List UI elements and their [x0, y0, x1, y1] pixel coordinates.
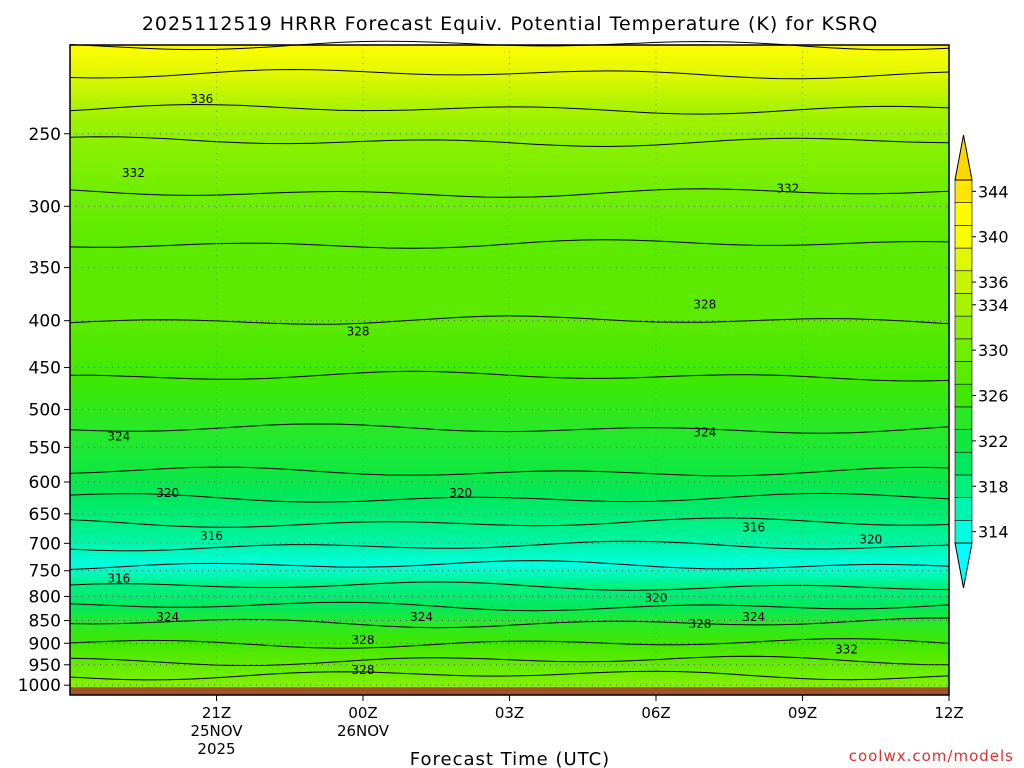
contour-label: 324: [693, 426, 716, 440]
colorbar-low-arrow: [954, 542, 973, 589]
contour-line: [69, 560, 950, 570]
contour-label: 320: [449, 486, 472, 500]
contour-label: 328: [352, 663, 375, 677]
y-tick-label: 350: [29, 259, 61, 279]
y-axis: 2503003504004505005506006507007508008509…: [18, 125, 70, 696]
contour-label: 332: [122, 166, 145, 180]
y-tick-label: 1000: [18, 676, 61, 696]
contour-label: 336: [190, 92, 213, 106]
y-tick-label: 650: [29, 505, 61, 525]
colorbar-band: [954, 179, 973, 203]
x-tick-label: 00Z: [348, 704, 377, 722]
x-tick-label: 26NOV: [337, 722, 390, 740]
y-tick-label: 500: [29, 400, 61, 420]
colorbar-label: 314: [978, 523, 1009, 542]
colorbar-band: [954, 225, 973, 249]
contour-label: 320: [645, 591, 668, 605]
contour-label: 316: [200, 529, 223, 543]
y-tick-label: 900: [29, 634, 61, 654]
x-tick-label: 06Z: [641, 704, 670, 722]
y-tick-label: 950: [29, 656, 61, 676]
colorbar-band: [954, 338, 973, 362]
colorbar-band: [954, 315, 973, 340]
contour-line: [69, 492, 950, 503]
contour-line: [69, 423, 950, 434]
colorbar-band: [954, 474, 973, 498]
x-tick-label: 09Z: [788, 704, 817, 722]
plot-area: 336 332 332 328 328 324 324 320 320 316 316 320 316 3…: [69, 40, 950, 696]
x-tick-label: 25NOV: [190, 722, 243, 740]
colorbar-band: [954, 247, 973, 272]
colorbar: 314 318 322 326 330 334 336 340 344: [954, 134, 1009, 589]
colorbar-label: 322: [978, 432, 1009, 451]
contour-label: 328: [352, 633, 375, 647]
colorbar-label: 330: [978, 341, 1009, 360]
watermark: coolwx.com/models: [849, 747, 1014, 765]
colorbar-band: [954, 406, 973, 430]
colorbar-band: [954, 361, 973, 385]
x-tick-label: 03Z: [495, 704, 524, 722]
x-tick-label: 12Z: [934, 704, 963, 722]
contour-label: 324: [107, 429, 130, 443]
x-tick-label: 21Z: [202, 704, 231, 722]
contour-line: [69, 466, 950, 477]
contour-label: 320: [156, 486, 179, 500]
ground-band: [70, 687, 949, 695]
colorbar-band: [954, 429, 973, 453]
colorbar-band: [954, 383, 973, 408]
colorbar-label: 326: [978, 387, 1009, 406]
contour-labels: 336 332 332 328 328 324 324 320 320 316 316 320 316 3…: [107, 92, 882, 677]
contour-label: 316: [742, 521, 765, 535]
contour-line: [69, 617, 950, 629]
colorbar-high-arrow: [954, 134, 973, 181]
y-tick-label: 550: [29, 438, 61, 458]
contour-label: 328: [693, 297, 716, 311]
y-tick-label: 250: [29, 125, 61, 145]
contour-line: [69, 68, 950, 80]
grid: [70, 45, 950, 695]
contour-label: 328: [688, 617, 711, 631]
contour-label: 324: [410, 610, 433, 624]
colorbar-label: 334: [978, 296, 1009, 315]
contour-label: 332: [835, 642, 858, 656]
colorbar-label: 340: [978, 228, 1009, 247]
contour-label: 324: [742, 610, 765, 624]
x-tick-label: 2025: [197, 740, 235, 758]
colorbar-band: [954, 497, 973, 521]
contour-line: [69, 540, 950, 552]
contour-label: 324: [156, 610, 179, 624]
y-tick-label: 700: [29, 534, 61, 554]
y-tick-label: 800: [29, 587, 61, 607]
x-axis-title: Forecast Time (UTC): [410, 749, 610, 768]
y-tick-label: 300: [29, 197, 61, 217]
colorbar-band: [954, 202, 973, 226]
y-tick-label: 600: [29, 473, 61, 493]
y-tick-label: 450: [29, 359, 61, 379]
y-tick-label: 850: [29, 612, 61, 632]
contour-label: 316: [107, 572, 130, 586]
y-tick-label: 400: [29, 312, 61, 332]
contour-label: 328: [347, 325, 370, 339]
colorbar-band: [954, 293, 973, 317]
contour-line: [69, 601, 950, 612]
colorbar-label: 336: [978, 273, 1009, 292]
colorbar-band: [954, 520, 973, 544]
y-tick-label: 750: [29, 562, 61, 582]
chart-title: 2025112519 HRRR Forecast Equiv. Potentia…: [142, 13, 878, 35]
colorbar-label: 344: [978, 182, 1009, 201]
contour-label: 332: [776, 182, 799, 196]
colorbar-band: [954, 451, 973, 476]
contour-line: [69, 103, 950, 115]
colorbar-band: [954, 270, 973, 294]
colorbar-label: 318: [978, 477, 1009, 496]
contour-label: 320: [859, 532, 882, 546]
